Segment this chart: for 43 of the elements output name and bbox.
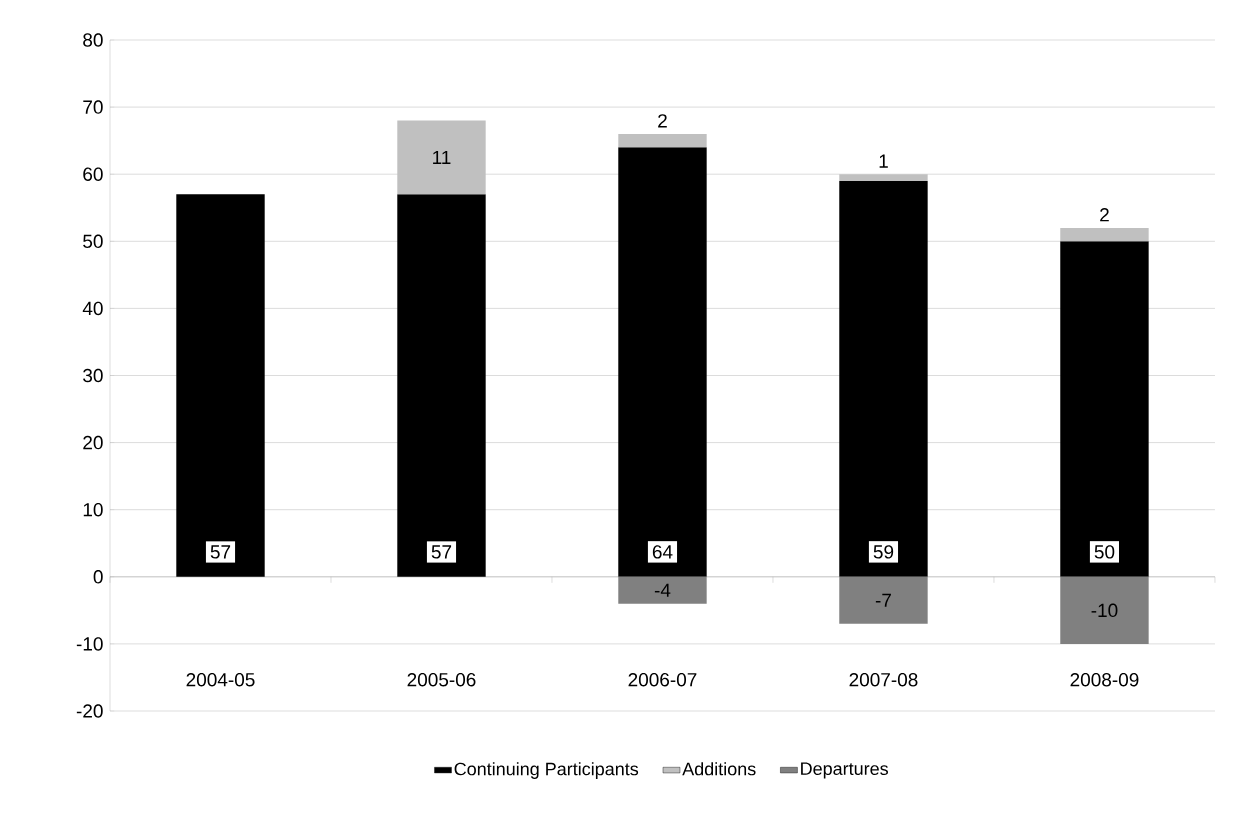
data-label: 57: [431, 545, 452, 559]
x-tick-label: 2008-09: [1070, 673, 1139, 687]
data-label: 2: [658, 114, 667, 128]
bar: [176, 194, 265, 577]
bar: [618, 576, 707, 604]
legend-label: Departures: [801, 762, 888, 779]
y-tick-label: 40: [82, 301, 103, 316]
y-tick-label: 30: [83, 368, 103, 383]
x-tick-label: 2004-05: [186, 673, 255, 687]
y-tick-label: 70: [83, 100, 103, 114]
y-tick-label: 20: [83, 435, 103, 450]
bar: [839, 180, 928, 577]
data-label: 64: [652, 545, 673, 559]
x-tick-label: 2005-06: [407, 673, 476, 687]
y-tick-label: 0: [93, 570, 103, 584]
bar: [618, 147, 707, 577]
bar: [1060, 576, 1149, 644]
data-label: 1: [879, 154, 888, 168]
data-label: 11: [433, 150, 451, 164]
data-label: 2: [1100, 208, 1109, 222]
y-tick-label: 10: [83, 502, 103, 517]
bar: [397, 194, 486, 577]
bar: [1060, 241, 1149, 577]
x-tick-label: 2006-07: [628, 673, 697, 687]
bar: [397, 120, 486, 195]
legend-label: Additions: [682, 762, 756, 776]
y-tick-label: -20: [76, 704, 103, 718]
x-tick-label: 2007-08: [849, 673, 918, 687]
data-label: -7: [875, 593, 891, 607]
data-label: -4: [654, 583, 671, 597]
bar: [618, 133, 707, 148]
data-label: 59: [873, 545, 894, 559]
legend-label: Continuing Participants: [454, 762, 639, 779]
data-label: 57: [210, 545, 231, 559]
bar: [839, 174, 928, 181]
data-label: -10: [1091, 603, 1118, 618]
bar: [839, 576, 928, 624]
y-tick-label: -10: [76, 637, 103, 651]
y-tick-label: 60: [83, 167, 103, 181]
y-tick-label: 50: [83, 234, 103, 249]
y-tick-label: 80: [83, 33, 103, 47]
bar: [1060, 227, 1149, 242]
data-label: 50: [1094, 545, 1115, 559]
